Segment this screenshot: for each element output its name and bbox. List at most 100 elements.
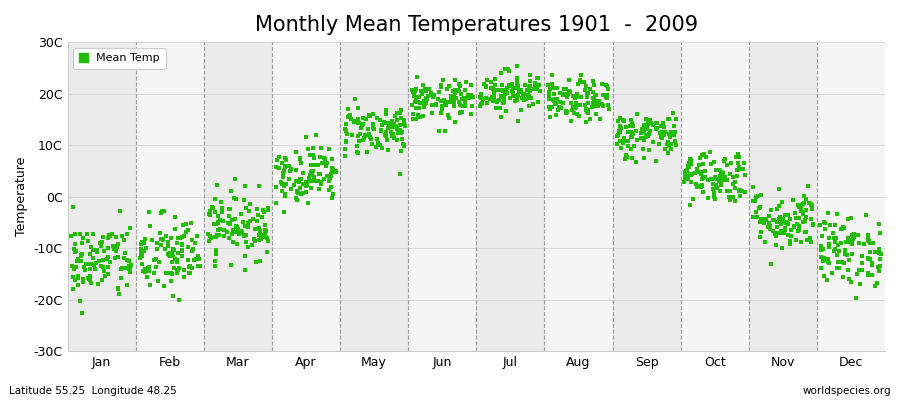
Point (225, 231, 239, 237)
Point (84, 280, 98, 286)
Point (845, 232, 859, 238)
Point (653, 134, 668, 140)
Point (355, 122, 369, 128)
Point (162, 252, 176, 258)
Point (191, 263, 205, 270)
Point (695, 182, 709, 188)
Point (770, 230, 784, 236)
Point (544, 114, 558, 120)
Point (777, 216, 791, 222)
Point (586, 78, 600, 84)
Point (428, 101, 443, 107)
Point (232, 228, 247, 234)
Point (249, 258, 264, 265)
Point (508, 92, 522, 99)
Point (873, 262, 887, 269)
Point (828, 222, 842, 229)
Point (175, 246, 189, 253)
Point (320, 160, 335, 166)
Point (283, 176, 297, 182)
Point (161, 251, 176, 257)
Point (306, 178, 320, 184)
Point (74, 258, 88, 264)
Point (123, 224, 138, 231)
Point (462, 94, 476, 101)
Point (677, 179, 691, 186)
Point (384, 120, 399, 126)
Point (75, 240, 89, 246)
Point (301, 200, 315, 206)
Point (826, 230, 841, 236)
Point (560, 94, 574, 100)
Point (209, 234, 223, 240)
Point (417, 98, 431, 104)
Point (541, 96, 555, 103)
Point (590, 100, 604, 107)
Point (822, 235, 836, 242)
Point (474, 95, 489, 101)
Point (588, 101, 602, 107)
Point (596, 103, 610, 109)
Point (600, 92, 615, 98)
Point (165, 271, 179, 278)
Point (552, 104, 566, 110)
Point (753, 218, 768, 225)
Point (394, 107, 409, 114)
Point (86, 254, 100, 261)
Point (746, 214, 760, 220)
Point (90, 249, 104, 255)
Point (695, 176, 709, 182)
Point (759, 216, 773, 223)
Point (666, 110, 680, 117)
Point (390, 124, 404, 131)
Point (412, 100, 427, 106)
Point (792, 202, 806, 208)
Point (418, 100, 433, 107)
Point (614, 145, 628, 151)
Point (304, 178, 319, 184)
Point (770, 242, 784, 248)
Point (315, 160, 329, 166)
Point (182, 270, 196, 276)
Point (269, 184, 284, 190)
Point (69, 258, 84, 264)
Point (626, 123, 641, 129)
Point (91, 280, 105, 287)
Point (163, 253, 177, 260)
Point (747, 198, 761, 204)
Point (416, 81, 430, 88)
Point (231, 226, 246, 232)
Point (803, 234, 817, 241)
Point (208, 263, 222, 270)
Point (378, 133, 392, 140)
Point (436, 96, 451, 103)
Point (279, 163, 293, 170)
Point (485, 86, 500, 92)
Point (869, 280, 884, 286)
Point (156, 237, 170, 243)
Point (814, 247, 828, 253)
Point (175, 241, 189, 248)
Point (68, 248, 82, 255)
Point (510, 118, 525, 124)
Point (153, 230, 167, 236)
Point (245, 242, 259, 248)
Point (845, 241, 859, 248)
Point (165, 251, 179, 258)
Point (326, 169, 340, 175)
Point (292, 176, 307, 182)
Point (703, 149, 717, 156)
Point (587, 96, 601, 103)
Point (118, 250, 132, 256)
Point (857, 241, 871, 248)
Point (410, 96, 424, 102)
Point (112, 290, 126, 297)
Point (850, 271, 864, 277)
Point (588, 92, 602, 98)
Point (586, 88, 600, 95)
Point (661, 115, 675, 122)
Point (649, 158, 663, 164)
Point (728, 198, 742, 204)
Point (394, 136, 409, 142)
Point (726, 194, 741, 200)
